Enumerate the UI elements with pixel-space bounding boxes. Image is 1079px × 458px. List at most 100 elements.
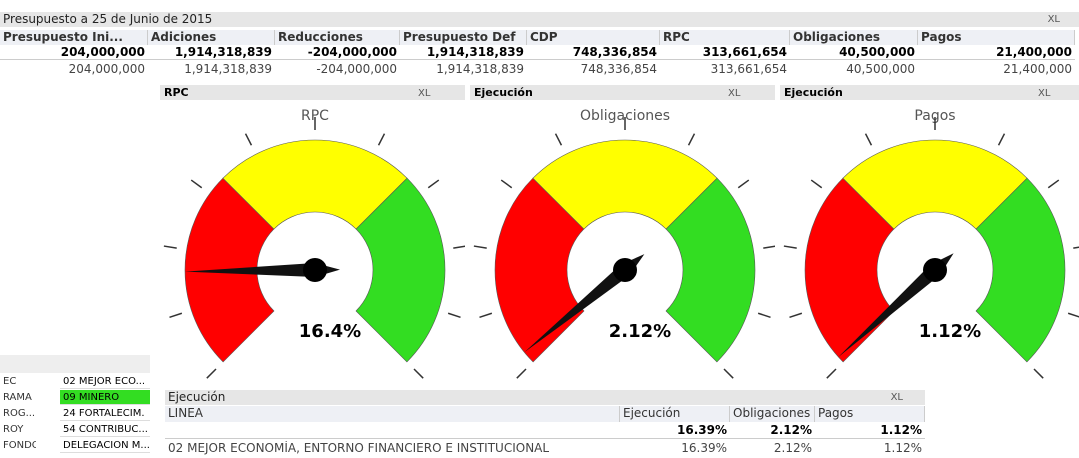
gauge-title: Obligaciones xyxy=(580,108,670,124)
gauge-needle xyxy=(838,253,954,357)
header-cell: Adiciones xyxy=(148,30,275,45)
header-cell: Ejecución xyxy=(620,406,730,422)
total-cell: 16.39% xyxy=(620,423,730,439)
total-cell: 21,400,000 xyxy=(918,45,1075,60)
xl-button[interactable]: XL xyxy=(1047,14,1060,25)
gauge-tick xyxy=(427,179,440,189)
xl-button[interactable]: XL xyxy=(890,392,903,403)
filter-value[interactable]: 09 MINERO xyxy=(60,390,150,405)
filter-value[interactable]: 02 MEJOR ECO... xyxy=(60,374,150,389)
filter-value[interactable]: 54 CONTRIBUC... xyxy=(60,422,150,437)
gauge-tick xyxy=(763,245,775,249)
gauge-tick xyxy=(783,245,797,249)
row-cell: 204,000,000 xyxy=(68,62,145,76)
gauge-needle xyxy=(185,263,340,277)
total-cell: 2.12% xyxy=(730,423,815,439)
gauge-tick xyxy=(997,133,1006,146)
filters: EC 02 MEJOR ECO... RAMA 09 MINERO ROG... 24 F… xyxy=(0,374,155,458)
gauge-value: 16.4% xyxy=(299,321,361,342)
gauge: Ejecución XL Pagos 1.12% xyxy=(780,85,1079,379)
total-cell: 313,661,654 xyxy=(660,45,790,60)
row-cell: 1,914,318,839 xyxy=(436,62,524,76)
filter-label: ROY xyxy=(3,424,24,435)
gauge-value: 1.12% xyxy=(919,321,981,342)
gauge-band xyxy=(355,177,446,363)
gauge: RPC XL RPC 16.4% xyxy=(160,85,465,379)
gauge-tick xyxy=(1047,179,1060,189)
row-cell: 1.12% xyxy=(883,441,922,455)
top-table: Presupuesto Ini... 204,000,000 204,000,000… xyxy=(0,30,1079,80)
row-cell: 2.12% xyxy=(773,441,812,455)
gauge-band xyxy=(665,177,756,363)
header-cell: Obligaciones xyxy=(790,30,918,45)
header-cell: RPC xyxy=(660,30,790,45)
filter-label: FONDO xyxy=(3,440,36,451)
total-cell: 1,914,318,839 xyxy=(148,45,275,60)
gauge-tick xyxy=(1033,368,1044,379)
gauge-value: 2.12% xyxy=(609,321,671,342)
gauge-title: Pagos xyxy=(914,108,955,124)
xl-button[interactable]: XL xyxy=(728,88,741,99)
filter-value[interactable]: DELEGACION M... xyxy=(60,438,150,453)
header-cell: Reducciones xyxy=(275,30,400,45)
gauge-needle xyxy=(524,254,645,353)
gauge-tick xyxy=(473,245,487,249)
filter-label: ROG... xyxy=(3,408,36,419)
gauge-band xyxy=(532,139,718,230)
gauge-tick xyxy=(500,179,513,189)
gauge: Ejecución XL Obligaciones 2.12% xyxy=(470,85,775,379)
row-cell: 748,336,854 xyxy=(580,62,657,76)
xl-button[interactable]: XL xyxy=(418,88,431,99)
title: Presupuesto a 25 de Junio de 2015 xyxy=(3,12,213,26)
gauge-band xyxy=(842,139,1028,230)
filter-value[interactable]: 24 FORTALECIM. xyxy=(60,406,150,421)
total-cell: -204,000,000 xyxy=(275,45,400,60)
row-cell: 02 MEJOR ECONOMÍA, ENTORNO FINANCIERO E … xyxy=(168,441,550,455)
filter-label: RAMA xyxy=(3,392,32,403)
total-cell: 1,914,318,839 xyxy=(400,45,527,60)
caption-bar xyxy=(160,85,465,100)
gauge-tick xyxy=(826,368,837,379)
filter-label: EC xyxy=(3,376,17,387)
header-cell: Presupuesto Def xyxy=(400,30,527,45)
gauge-tick xyxy=(206,368,217,379)
total-cell: 40,500,000 xyxy=(790,45,918,60)
xl-button[interactable]: XL xyxy=(1038,88,1051,99)
row-cell: 1,914,318,839 xyxy=(184,62,272,76)
gauge-tick xyxy=(687,133,696,146)
gauge-tick xyxy=(554,133,563,146)
gauge-tick xyxy=(413,368,424,379)
row-cell: 21,400,000 xyxy=(1003,62,1072,76)
gauge-tick xyxy=(447,312,461,318)
total-cell: 1.12% xyxy=(815,423,925,439)
gauge-tick xyxy=(244,133,253,146)
bottom-caption: Ejecución XL xyxy=(165,390,925,405)
caption: RPC xyxy=(164,86,189,99)
gauge-tick xyxy=(723,368,734,379)
gauge-tick xyxy=(864,133,873,146)
header-cell: Obligaciones xyxy=(730,406,815,422)
gauge-tick xyxy=(479,312,493,318)
top-caption: Presupuesto a 25 de Junio de 2015 XL xyxy=(0,12,1079,27)
caption: Ejecución xyxy=(784,86,843,99)
caption-bar xyxy=(470,85,775,100)
gauge-tick xyxy=(169,312,183,318)
gauge-tick xyxy=(516,368,527,379)
gauge-tick xyxy=(757,312,771,318)
bottom-table: LINEA 02 MEJOR ECONOMÍA, ENTORNO FINANCIE… xyxy=(165,406,925,458)
gauge-band xyxy=(804,177,895,363)
gauge-tick xyxy=(737,179,750,189)
gauge-tick xyxy=(377,133,386,146)
gauge-hub xyxy=(613,258,637,282)
gauge-band xyxy=(494,177,585,363)
gauge-tick xyxy=(1067,312,1079,318)
total-cell: 748,336,854 xyxy=(527,45,660,60)
gauge-tick xyxy=(810,179,823,189)
listbox-head xyxy=(0,355,150,373)
header-cell: Pagos xyxy=(815,406,925,422)
row-cell: 313,661,654 xyxy=(710,62,787,76)
gauge-tick xyxy=(1073,246,1079,249)
row-cell: 40,500,000 xyxy=(846,62,915,76)
header-cell: CDP xyxy=(527,30,660,45)
